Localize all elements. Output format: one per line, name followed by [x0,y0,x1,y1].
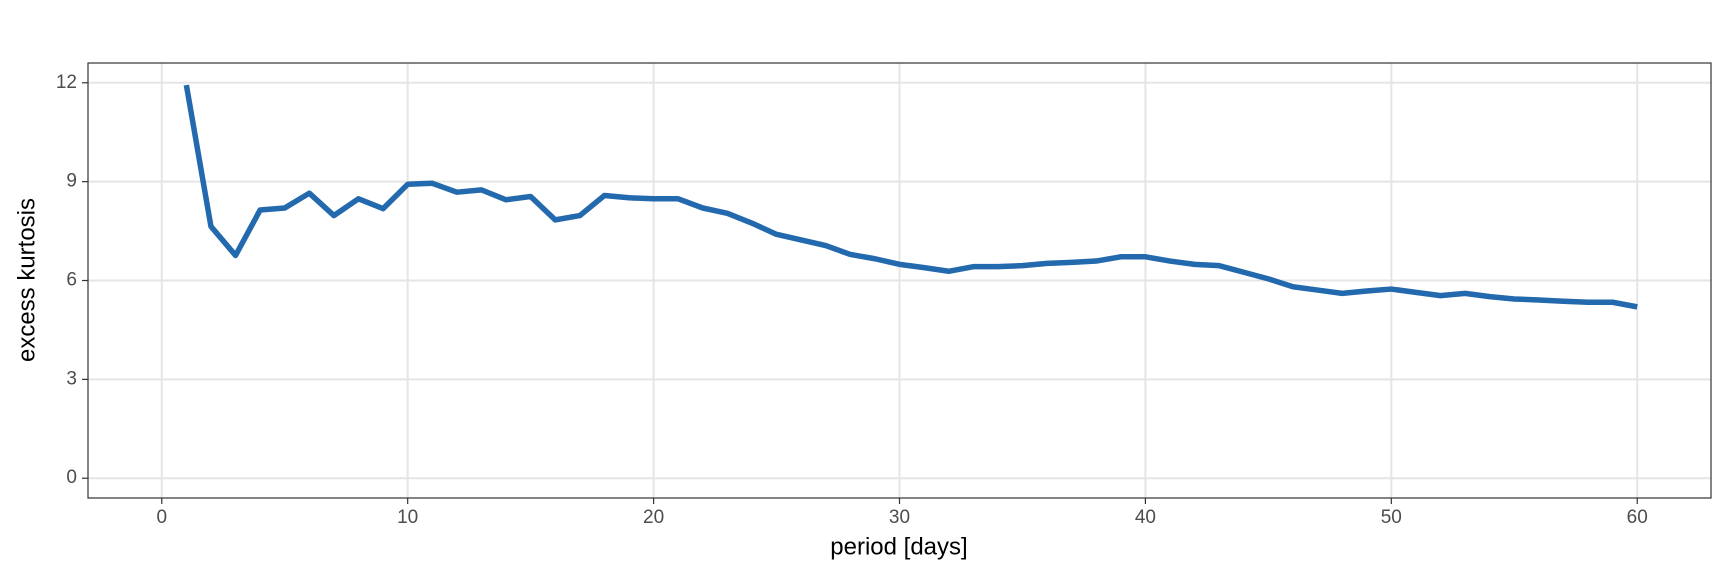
y-tick-label: 0 [66,467,77,488]
line [183,84,1638,310]
x-tick-label: 20 [643,507,664,528]
y-tick-label: 6 [66,270,77,291]
y-axis-title: excess kurtosis [13,198,40,362]
x-tick-label: 0 [156,507,167,528]
x-tick-label: 30 [889,507,910,528]
x-axis-title: period [days] [830,533,967,560]
x-tick-label: 50 [1381,507,1402,528]
x-tick-label: 60 [1627,507,1648,528]
x-tick-label: 10 [397,507,418,528]
y-tick-label: 12 [56,72,77,93]
y-tick-label: 3 [66,368,77,389]
y-tick-label: 9 [66,171,77,192]
panel-border [87,62,1712,499]
x-tick-label: 40 [1135,507,1156,528]
